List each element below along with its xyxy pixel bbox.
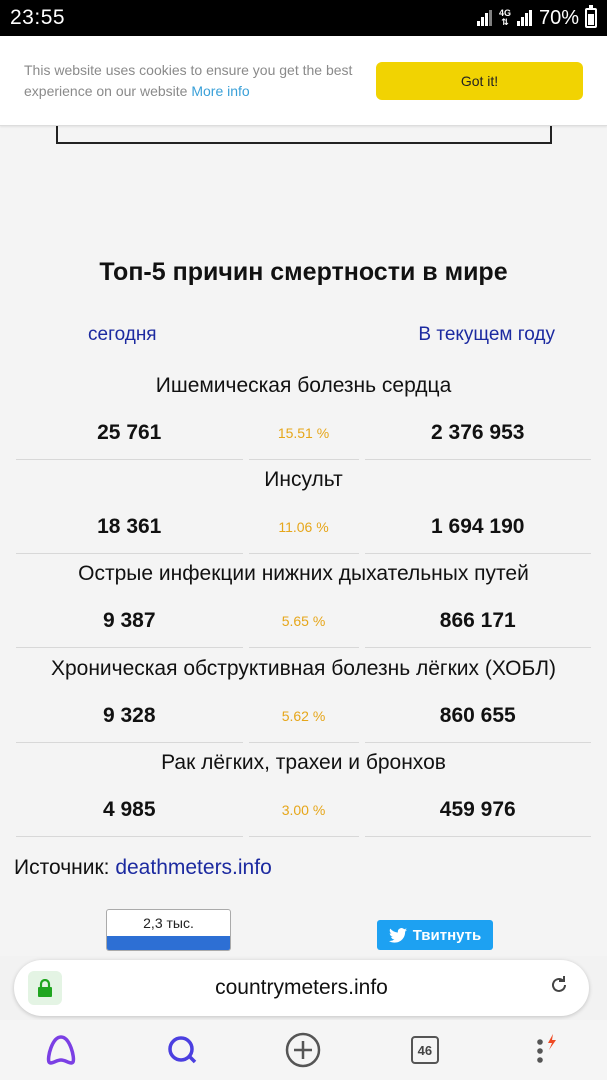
cause-name: Ишемическая болезнь сердца bbox=[155, 374, 452, 397]
cause-item: Рак лёгких, трахеи и бронхов 4 985 3.00 … bbox=[16, 743, 591, 837]
tweet-label: Твитнуть bbox=[412, 926, 482, 944]
cause-values: 9 328 5.62 % 860 655 bbox=[16, 689, 591, 743]
share-strip bbox=[107, 936, 230, 950]
battery-percent: 70% bbox=[538, 6, 579, 29]
section-title: Топ-5 причин смертности в мире bbox=[99, 258, 508, 286]
cause-year-count: 459 976 bbox=[364, 783, 591, 837]
tweet-button[interactable]: Твитнуть bbox=[377, 920, 493, 950]
tabs-count: 46 bbox=[410, 1036, 439, 1064]
period-year-link[interactable]: В текущем году bbox=[418, 324, 555, 345]
source-link[interactable]: deathmeters.info bbox=[115, 856, 272, 879]
plus-circle-icon bbox=[286, 1032, 321, 1068]
web-page: This website uses cookies to ensure you … bbox=[0, 36, 607, 956]
period-today-link[interactable]: сегодня bbox=[88, 324, 157, 345]
cause-item: Инсульт 18 361 11.06 % 1 694 190 bbox=[16, 460, 591, 554]
twitter-bird-icon bbox=[388, 927, 407, 943]
cookie-text: This website uses cookies to ensure you … bbox=[24, 61, 353, 99]
signal-icon-2 bbox=[516, 10, 533, 26]
battery-icon bbox=[585, 5, 597, 28]
cause-today-count: 18 361 bbox=[16, 500, 243, 554]
cause-name: Рак лёгких, трахеи и бронхов bbox=[161, 751, 446, 774]
lock-icon[interactable] bbox=[28, 971, 62, 1005]
cause-values: 25 761 15.51 % 2 376 953 bbox=[16, 406, 591, 460]
cause-percent: 3.00 % bbox=[248, 783, 359, 837]
menu-dots-icon bbox=[537, 1034, 557, 1063]
cause-today-count: 25 761 bbox=[16, 406, 243, 460]
alice-icon bbox=[46, 1035, 75, 1065]
cause-item: Ишемическая болезнь сердца 25 761 15.51 … bbox=[16, 366, 591, 460]
cause-percent: 5.62 % bbox=[248, 689, 359, 743]
status-bar: 23:55 4G ⇅ 70% bbox=[0, 0, 607, 36]
source-line: Источник: deathmeters.info bbox=[14, 856, 272, 880]
status-icons: 4G ⇅ 70% bbox=[476, 5, 597, 30]
url-bar[interactable]: countrymeters.info bbox=[14, 960, 589, 1016]
chat-bubble-icon bbox=[168, 1036, 197, 1064]
menu-button[interactable] bbox=[521, 1025, 571, 1075]
status-time: 23:55 bbox=[10, 6, 66, 29]
signal-icon bbox=[476, 10, 493, 26]
cause-item: Острые инфекции нижних дыхательных путей… bbox=[16, 554, 591, 648]
tabs-button[interactable]: 46 bbox=[400, 1025, 450, 1075]
cause-today-count: 9 328 bbox=[16, 689, 243, 743]
new-tab-button[interactable] bbox=[278, 1025, 328, 1075]
cookie-banner: This website uses cookies to ensure you … bbox=[0, 36, 607, 126]
got-it-button[interactable]: Got it! bbox=[376, 61, 583, 100]
previous-widget-box bbox=[56, 116, 552, 144]
share-count: 2,3 тыс. bbox=[143, 915, 194, 931]
cause-year-count: 2 376 953 bbox=[364, 406, 591, 460]
cause-today-count: 4 985 bbox=[16, 783, 243, 837]
network-type: 4G ⇅ bbox=[498, 8, 511, 27]
browser-bottom-nav: 46 bbox=[0, 1020, 607, 1080]
cause-name: Инсульт bbox=[264, 468, 343, 491]
cause-year-count: 866 171 bbox=[364, 594, 591, 648]
reload-icon[interactable] bbox=[549, 975, 569, 1001]
chat-button[interactable] bbox=[157, 1025, 207, 1075]
alice-button[interactable] bbox=[36, 1025, 86, 1075]
cause-year-count: 860 655 bbox=[364, 689, 591, 743]
period-row: сегодня В текущем году bbox=[0, 324, 607, 352]
cause-year-count: 1 694 190 bbox=[364, 500, 591, 554]
cause-percent: 15.51 % bbox=[248, 406, 359, 460]
cause-today-count: 9 387 bbox=[16, 594, 243, 648]
cause-name: Хроническая обструктивная болезнь лёгких… bbox=[50, 657, 557, 680]
share-counter[interactable]: 2,3 тыс. bbox=[106, 909, 231, 951]
source-label: Источник: bbox=[14, 856, 110, 879]
cause-values: 9 387 5.65 % 866 171 bbox=[16, 594, 591, 648]
more-info-link[interactable]: More info bbox=[191, 82, 250, 99]
cause-percent: 11.06 % bbox=[248, 500, 359, 554]
cause-item: Хроническая обструктивная болезнь лёгких… bbox=[16, 649, 591, 743]
url-text[interactable]: countrymeters.info bbox=[215, 976, 388, 999]
cause-values: 18 361 11.06 % 1 694 190 bbox=[16, 500, 591, 554]
cause-percent: 5.65 % bbox=[248, 594, 359, 648]
cause-values: 4 985 3.00 % 459 976 bbox=[16, 783, 591, 837]
cause-name: Острые инфекции нижних дыхательных путей bbox=[78, 562, 529, 585]
